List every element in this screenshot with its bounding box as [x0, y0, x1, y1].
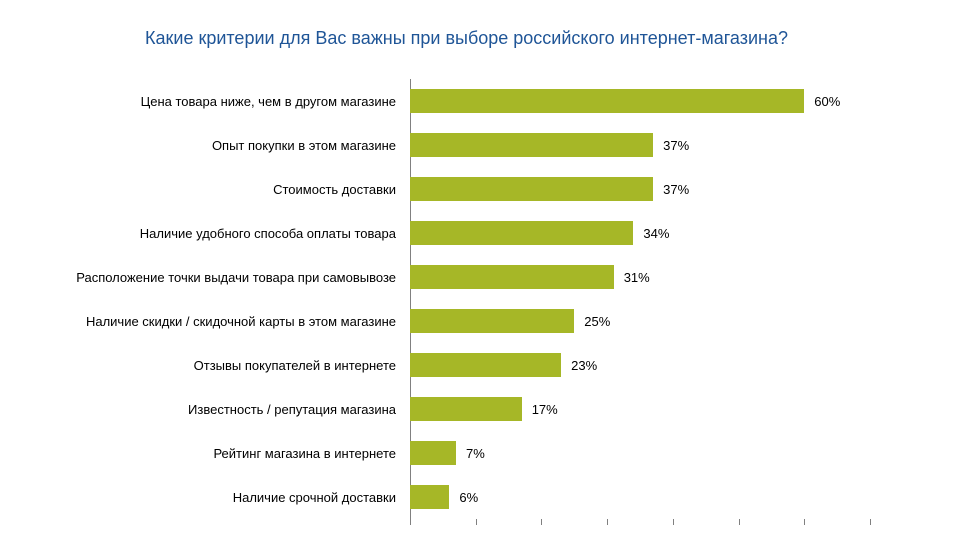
bar-area: 34% — [410, 211, 870, 255]
bar — [410, 309, 574, 333]
bar-label: Отзывы покупателей в интернете — [20, 358, 410, 373]
bar-value: 25% — [584, 314, 610, 329]
bar — [410, 89, 804, 113]
bar-area: 23% — [410, 343, 870, 387]
bar-value: 7% — [466, 446, 485, 461]
bar-label: Наличие скидки / скидочной карты в этом … — [20, 314, 410, 329]
x-tick — [804, 519, 805, 525]
bar — [410, 265, 614, 289]
x-tick — [541, 519, 542, 525]
bar-row: Стоимость доставки 37% — [20, 167, 913, 211]
bar — [410, 221, 633, 245]
x-tick — [476, 519, 477, 525]
bar-row: Отзывы покупателей в интернете 23% — [20, 343, 913, 387]
bar-value: 34% — [643, 226, 669, 241]
bar-label: Опыт покупки в этом магазине — [20, 138, 410, 153]
bar — [410, 485, 449, 509]
x-tick — [673, 519, 674, 525]
chart-container: Какие критерии для Вас важны при выборе … — [0, 0, 953, 543]
bar-label: Расположение точки выдачи товара при сам… — [20, 270, 410, 285]
bar-area: 37% — [410, 123, 870, 167]
bar-value: 17% — [532, 402, 558, 417]
bar-area: 60% — [410, 79, 870, 123]
x-tick — [410, 519, 411, 525]
bar — [410, 397, 522, 421]
bar-row: Наличие удобного способа оплаты товара 34… — [20, 211, 913, 255]
bar-row: Наличие срочной доставки 6% — [20, 475, 913, 519]
bar-area: 7% — [410, 431, 870, 475]
bar — [410, 353, 561, 377]
x-tick — [870, 519, 871, 525]
bar-area: 6% — [410, 475, 870, 519]
bar-value: 60% — [814, 94, 840, 109]
x-tick — [739, 519, 740, 525]
bar-label: Стоимость доставки — [20, 182, 410, 197]
bar-label: Известность / репутация магазина — [20, 402, 410, 417]
bar-row: Рейтинг магазина в интернете 7% — [20, 431, 913, 475]
bar-label: Наличие удобного способа оплаты товара — [20, 226, 410, 241]
bar-row: Наличие скидки / скидочной карты в этом … — [20, 299, 913, 343]
bar-value: 31% — [624, 270, 650, 285]
x-tick — [607, 519, 608, 525]
bar-label: Цена товара ниже, чем в другом магазине — [20, 94, 410, 109]
bar-row: Опыт покупки в этом магазине 37% — [20, 123, 913, 167]
bar-value: 37% — [663, 182, 689, 197]
bar-area: 17% — [410, 387, 870, 431]
bar-label: Наличие срочной доставки — [20, 490, 410, 505]
bar-row: Цена товара ниже, чем в другом магазине 6… — [20, 79, 913, 123]
bar-area: 25% — [410, 299, 870, 343]
bar-row: Расположение точки выдачи товара при сам… — [20, 255, 913, 299]
bar-label: Рейтинг магазина в интернете — [20, 446, 410, 461]
bar — [410, 177, 653, 201]
chart-body: Цена товара ниже, чем в другом магазине 6… — [20, 79, 913, 519]
bar-value: 37% — [663, 138, 689, 153]
bar-area: 31% — [410, 255, 870, 299]
chart-title: Какие критерии для Вас важны при выборе … — [20, 28, 913, 49]
bar — [410, 133, 653, 157]
bar-area: 37% — [410, 167, 870, 211]
bar — [410, 441, 456, 465]
bar-value: 23% — [571, 358, 597, 373]
bar-value: 6% — [459, 490, 478, 505]
bar-row: Известность / репутация магазина 17% — [20, 387, 913, 431]
